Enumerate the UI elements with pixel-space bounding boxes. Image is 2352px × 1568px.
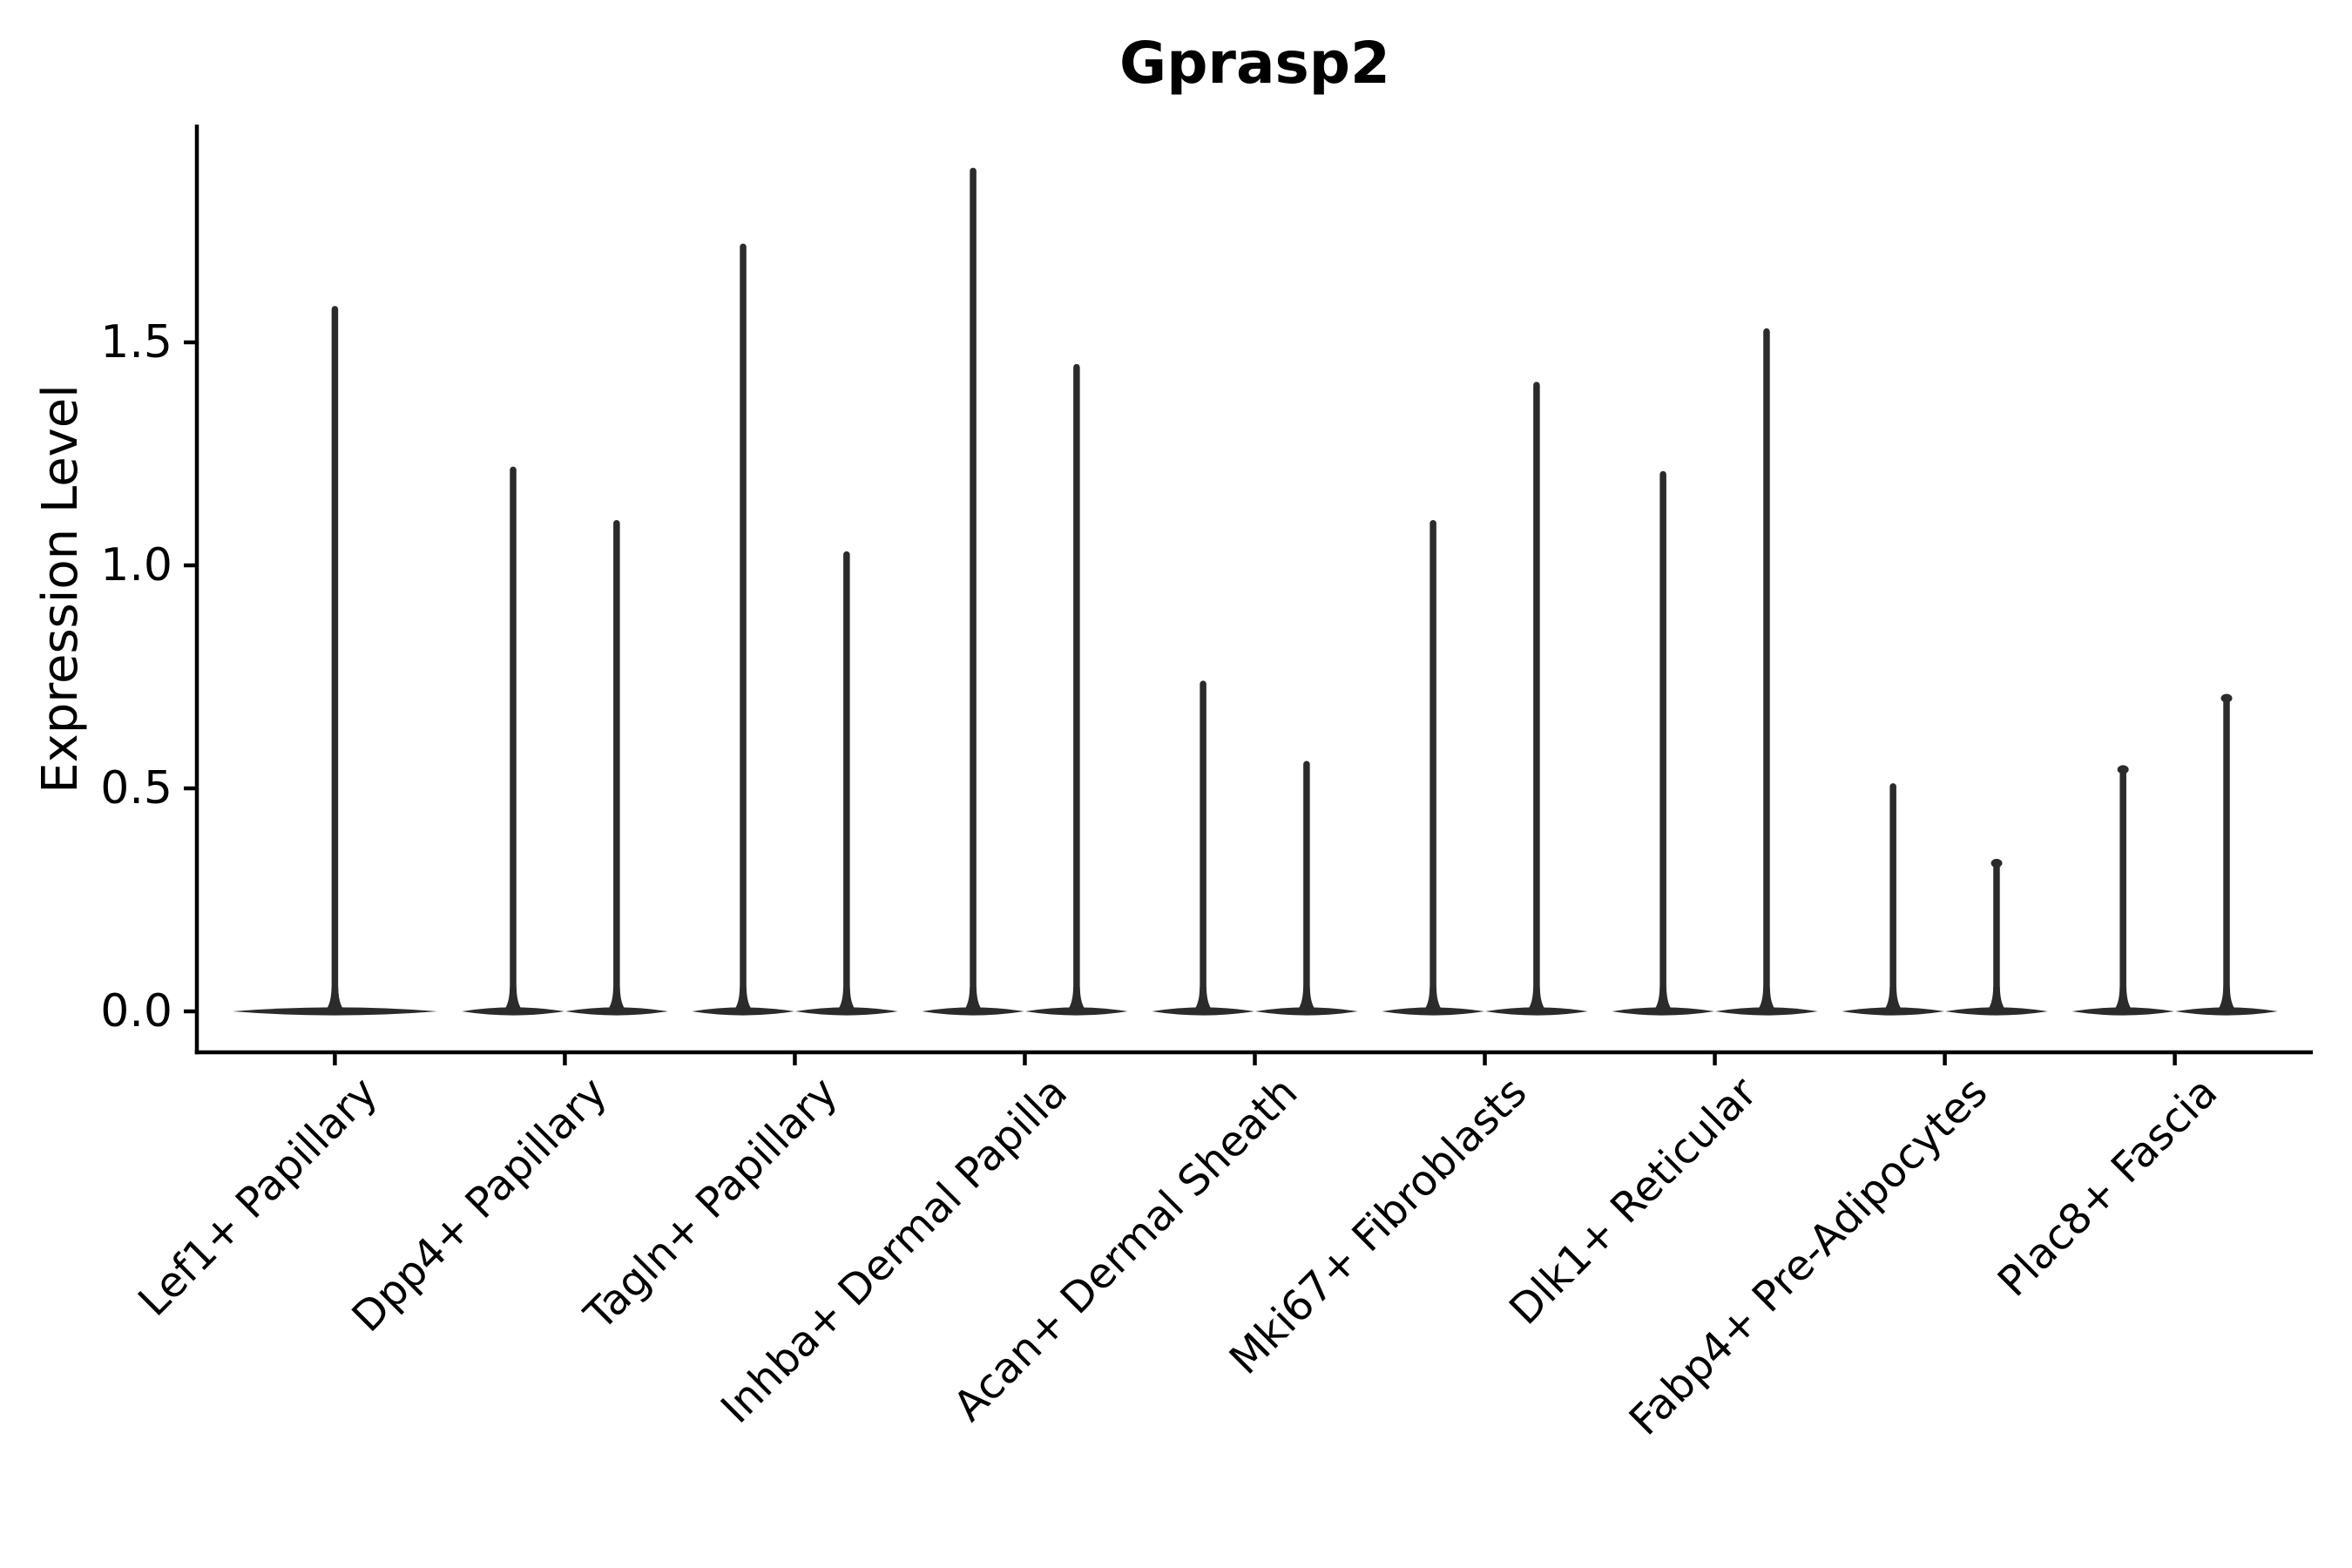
violin-spike-flare	[2112, 987, 2134, 1011]
violin-spike-flare	[1193, 987, 1214, 1011]
y-tick-label: 1.0	[100, 539, 172, 591]
violin-spike-flare	[1065, 987, 1087, 1011]
violin-spike-flare	[1295, 987, 1317, 1011]
violin-spike-flare	[605, 987, 627, 1011]
y-tick-label: 1.5	[100, 316, 172, 368]
y-tick-label: 0.5	[100, 762, 172, 814]
chart-title: Gprasp2	[1119, 30, 1390, 97]
violin-spike-flare	[1755, 987, 1777, 1011]
violin-spike-flare	[324, 987, 346, 1011]
violin-spike-flare	[1882, 987, 1904, 1011]
violin-top-knob	[1990, 858, 2003, 868]
violin-spike-flare	[503, 987, 524, 1011]
violin-spike-flare	[1985, 987, 2007, 1011]
violin-top-knob	[2117, 765, 2129, 774]
violin-spike-flare	[963, 987, 984, 1011]
violin-spike-flare	[1423, 987, 1444, 1011]
y-axis-label: Expression Level	[32, 384, 89, 794]
violin-spike-flare	[1525, 987, 1547, 1011]
violin-spike-flare	[2215, 987, 2237, 1011]
y-tick-label: 0.0	[100, 985, 172, 1037]
violin-top-knob	[2220, 693, 2233, 703]
violin-spike-flare	[835, 987, 857, 1011]
violin-spike-flare	[733, 987, 754, 1011]
violin-spike-flare	[1652, 987, 1674, 1011]
